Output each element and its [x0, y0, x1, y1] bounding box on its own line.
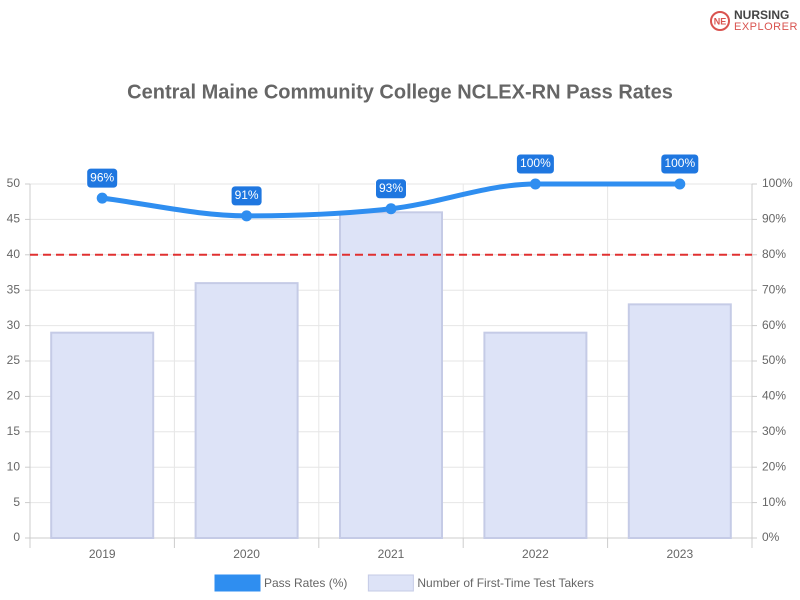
line-point: [385, 203, 397, 215]
y-tick-label: 5: [13, 495, 20, 509]
bar: [627, 303, 732, 539]
line-point: [674, 178, 686, 190]
y-tick-label: 25: [7, 353, 21, 367]
y-tick-label: 10: [7, 459, 21, 473]
data-label: 100%: [664, 156, 695, 170]
y2-tick-label: 90%: [762, 212, 786, 226]
line-point: [96, 192, 108, 204]
y2-tick-label: 40%: [762, 389, 786, 403]
y2-tick-label: 70%: [762, 282, 786, 296]
logo-line2: EXPLORER: [734, 21, 798, 33]
data-label: 93%: [379, 181, 403, 195]
legend-swatch: [367, 574, 414, 592]
y2-tick-label: 20%: [762, 459, 786, 473]
data-label-box: [86, 167, 119, 189]
legend-label: Number of First-Time Test Takers: [417, 576, 593, 590]
data-label-box: [230, 185, 263, 207]
x-tick-label: 2020: [233, 547, 260, 561]
logo: NE NURSING EXPLORER: [710, 8, 798, 33]
y2-tick-label: 0%: [762, 530, 780, 544]
y2-tick-label: 80%: [762, 247, 786, 261]
y2-tick-label: 10%: [762, 495, 786, 509]
y-tick-label: 30: [7, 318, 21, 332]
line-point: [529, 178, 541, 190]
logo-icon: [710, 11, 730, 31]
bar: [194, 282, 299, 539]
y-tick-label: 20: [7, 389, 21, 403]
x-tick-label: 2019: [89, 547, 116, 561]
data-label-box: [660, 153, 700, 175]
legend-swatch: [214, 574, 261, 592]
y-tick-label: 35: [7, 282, 21, 296]
x-tick-label: 2022: [522, 547, 549, 561]
y-tick-label: 15: [7, 424, 21, 438]
legend-label: Pass Rates (%): [264, 576, 347, 590]
bar: [339, 211, 443, 539]
logo-mark: NE: [714, 16, 727, 26]
bar: [483, 331, 588, 539]
data-label: 96%: [90, 170, 114, 184]
data-label: 91%: [235, 188, 259, 202]
data-label-box: [375, 178, 407, 200]
y2-tick-label: 30%: [762, 424, 786, 438]
y2-tick-label: 50%: [762, 353, 786, 367]
chart-title: Central Maine Community College NCLEX-RN…: [127, 81, 673, 103]
y-tick-label: 40: [7, 247, 21, 261]
logo-line1: NURSING: [734, 8, 789, 22]
y-tick-label: 50: [7, 176, 21, 190]
data-label: 100%: [520, 156, 551, 170]
bar: [50, 331, 155, 539]
x-tick-label: 2021: [378, 547, 405, 561]
y-tick-label: 45: [7, 212, 21, 226]
y2-tick-label: 60%: [762, 318, 786, 332]
data-label-box: [515, 153, 555, 175]
y-tick-label: 0: [13, 530, 20, 544]
y2-tick-label: 100%: [762, 176, 793, 190]
x-tick-label: 2023: [666, 547, 693, 561]
line-point: [241, 210, 253, 222]
